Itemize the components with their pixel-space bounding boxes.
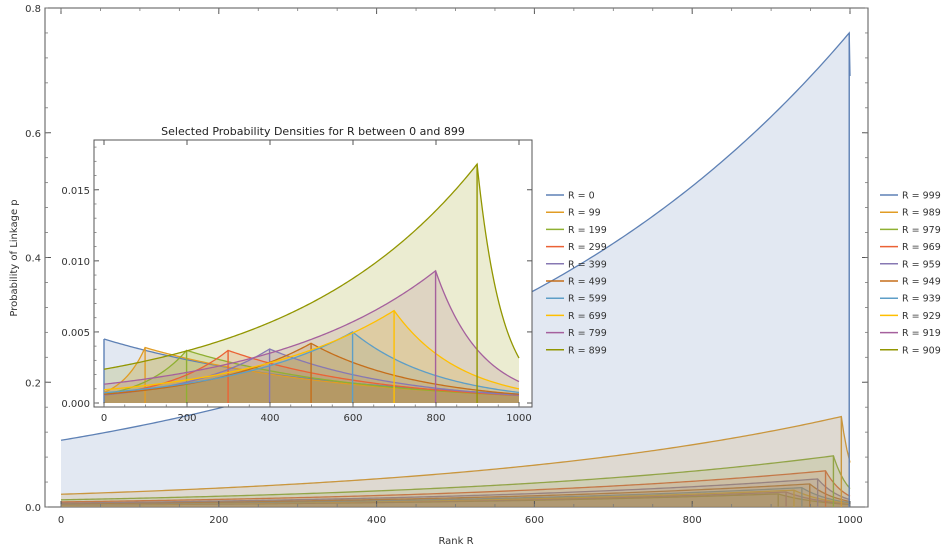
- inset-legend-entry-8: R = 799: [568, 328, 607, 339]
- main-y-tick-label-2: 0.4: [25, 254, 41, 265]
- main-chart: 0 200 400 600 800 1000 0.0 0.2 0.4 0.6 0.8 Rank R Pr…: [9, 4, 869, 547]
- main-x-axis-label: Rank R: [438, 536, 473, 547]
- main-x-tick-label-2: 400: [367, 515, 386, 526]
- inset-x-tick-label-3: 600: [343, 413, 362, 424]
- main-legend-entry-7: R = 929: [902, 311, 941, 322]
- inset-y-tick-label-1: 0.005: [61, 328, 90, 339]
- main-area-1: [61, 416, 850, 507]
- main-area-2: [61, 455, 850, 507]
- main-x-tick-label-0: 0: [58, 515, 64, 526]
- inset-x-tick-label-0: 0: [101, 413, 107, 424]
- main-legend-entry-4: R = 959: [902, 259, 941, 270]
- main-area-6: [61, 487, 850, 507]
- main-area-7: [61, 490, 850, 507]
- main-legend: R = 999 R = 989 R = 979 R = 969 R = 959 R = 9…: [880, 191, 941, 356]
- main-series-line-5: [60, 483, 851, 505]
- main-area-5: [61, 483, 850, 507]
- inset-x-tick-label-2: 400: [260, 413, 279, 424]
- inset-title: Selected Probability Densities for R bet…: [161, 125, 465, 138]
- main-legend-entry-5: R = 949: [902, 277, 941, 288]
- main-legend-entry-2: R = 979: [902, 225, 941, 236]
- main-area-3: [61, 470, 850, 507]
- inset-frame: [93, 139, 533, 408]
- inset-legend: R = 0 R = 99 R = 199 R = 299 R = 399 R = 499 R…: [546, 191, 607, 356]
- inset-legend-entry-3: R = 299: [568, 242, 607, 253]
- inset-series-line-9: [103, 162, 520, 370]
- main-area-4: [61, 478, 850, 507]
- main-legend-entry-1: R = 989: [902, 208, 941, 219]
- main-y-axis-label: Probability of Linkage p: [9, 199, 20, 316]
- inset-legend-entry-1: R = 99: [568, 208, 601, 219]
- main-series-line-1: [60, 415, 851, 495]
- inset-legend-entry-4: R = 399: [568, 259, 607, 270]
- inset-legend-entry-7: R = 699: [568, 311, 607, 322]
- inset-series-line-6: [103, 331, 520, 394]
- main-x-tick-label-3: 600: [525, 515, 544, 526]
- inset-area-1: [104, 347, 519, 403]
- main-legend-entry-6: R = 939: [902, 294, 941, 305]
- main-y-tick-label-4: 0.8: [25, 4, 41, 15]
- inset-x-tick-label-4: 800: [426, 413, 445, 424]
- inset-chart: 0 200 400 600 800 1000 0.000 0.005 0.010 0.015 Sel…: [61, 125, 533, 424]
- main-area-0: [61, 32, 850, 507]
- inset-legend-entry-0: R = 0: [568, 191, 595, 202]
- main-y-tick-label-1: 0.2: [25, 378, 41, 389]
- main-legend-entry-0: R = 999: [902, 191, 941, 202]
- main-x-tick-label-5: 1000: [837, 515, 862, 526]
- main-legend-entry-8: R = 919: [902, 328, 941, 339]
- inset-series-line-7: [103, 309, 520, 391]
- main-x-tick-label-4: 800: [683, 515, 702, 526]
- inset-x-tick-label-5: 1000: [506, 413, 531, 424]
- inset-x-tick-label-1: 200: [177, 413, 196, 424]
- main-series-line-6: [60, 487, 851, 505]
- inset-area-9: [104, 164, 519, 403]
- inset-y-tick-label-0: 0.000: [61, 399, 90, 410]
- inset-legend-entry-5: R = 499: [568, 277, 607, 288]
- inset-area-8: [104, 270, 519, 403]
- inset-legend-entry-9: R = 899: [568, 345, 607, 356]
- inset-y-tick-label-2: 0.010: [61, 257, 90, 268]
- main-series-line-3: [60, 470, 851, 503]
- inset-series-line-8: [103, 269, 520, 385]
- inset-legend-entry-2: R = 199: [568, 225, 607, 236]
- inset-area-0: [104, 339, 519, 403]
- main-y-tick-label-3: 0.6: [25, 129, 41, 140]
- main-area-8: [61, 492, 850, 507]
- main-legend-entry-9: R = 909: [902, 345, 941, 356]
- main-area-9: [61, 493, 850, 507]
- main-legend-entry-3: R = 969: [902, 242, 941, 253]
- main-series-line-4: [60, 478, 851, 504]
- main-series-line-2: [60, 455, 851, 501]
- main-x-tick-label-1: 200: [209, 515, 228, 526]
- inset-y-tick-label-3: 0.015: [61, 186, 90, 197]
- main-y-tick-label-0: 0.0: [25, 503, 41, 514]
- inset-legend-entry-6: R = 599: [568, 294, 607, 305]
